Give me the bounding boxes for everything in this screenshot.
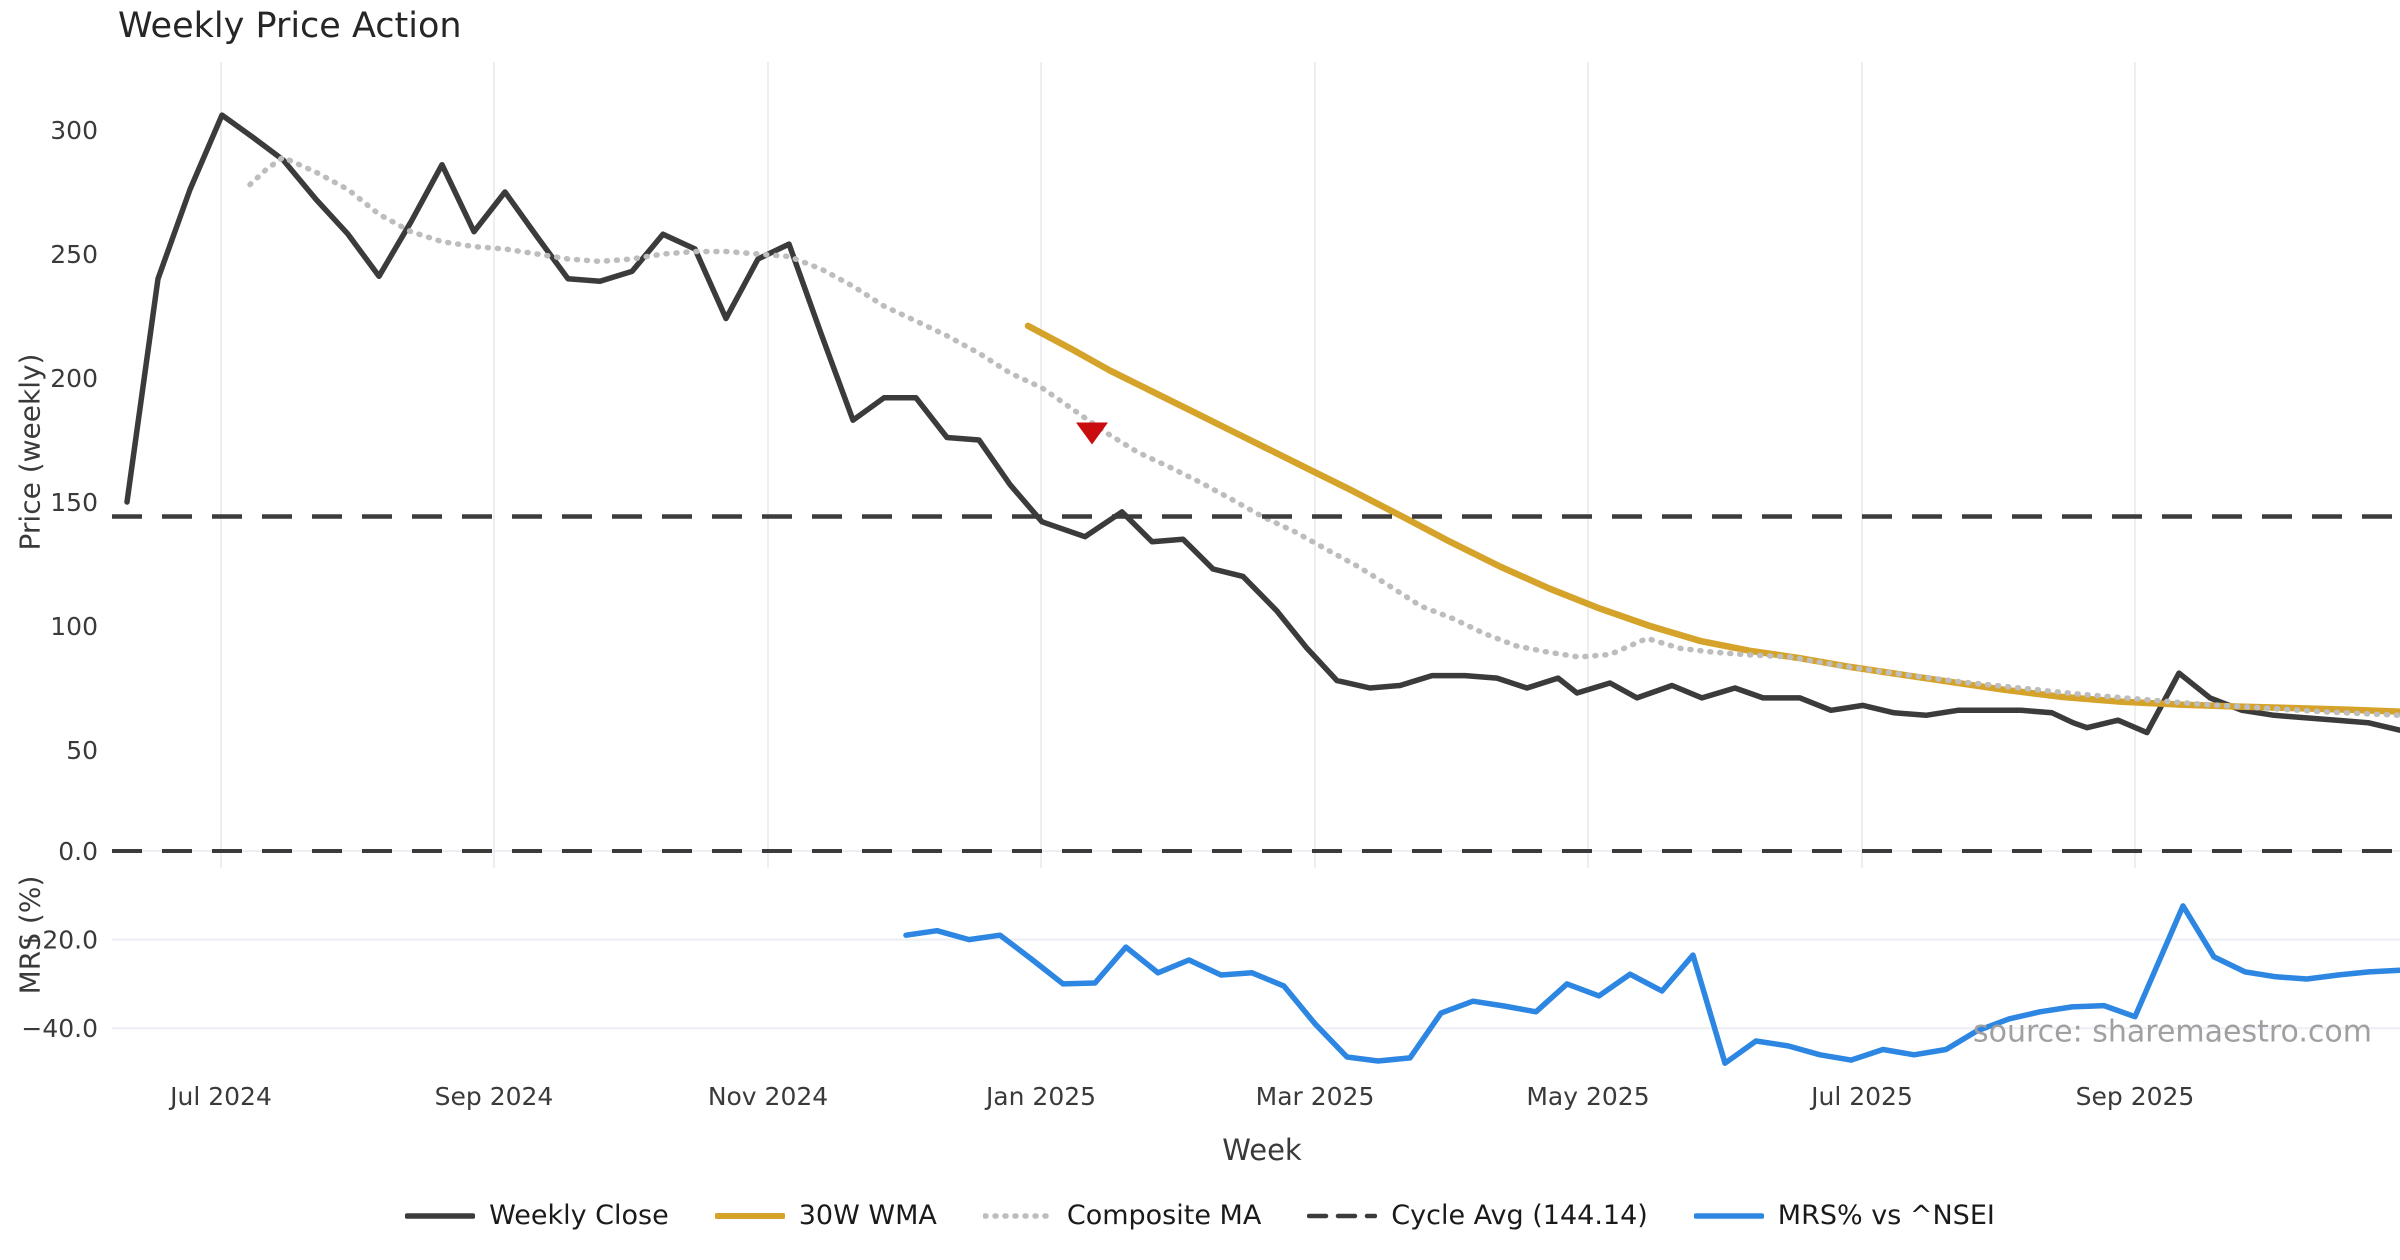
series-30w-wma	[1024, 322, 2400, 715]
legend-label: Weekly Close	[489, 1200, 669, 1231]
x-tick-label: Jul 2024	[168, 1082, 272, 1111]
mrs-axis-label: MRS (%)	[13, 875, 47, 995]
series-mrs-vs-nsei	[903, 903, 2400, 1066]
x-tick-label: Jul 2025	[1809, 1082, 1913, 1111]
legend-item-mrs-vs-nsei: MRS% vs ^NSEI	[1693, 1200, 1995, 1231]
legend-label: Composite MA	[1066, 1200, 1262, 1231]
x-tick-label: Nov 2024	[708, 1082, 828, 1111]
series-composite-ma	[247, 154, 2400, 719]
series-weekly-close	[124, 112, 2400, 736]
x-tick-label: Jan 2025	[984, 1082, 1096, 1111]
legend-label: MRS% vs ^NSEI	[1777, 1200, 1995, 1231]
x-tick-label: May 2025	[1526, 1082, 1649, 1111]
legend-item-cycle-avg-144-14: Cycle Avg (144.14)	[1307, 1200, 1648, 1231]
sell-signal-triangle-icon	[1076, 422, 1108, 445]
x-axis-label: Week	[1222, 1133, 1302, 1167]
chart-title: Weekly Price Action	[118, 6, 462, 46]
x-tick-label: Sep 2025	[2076, 1082, 2195, 1111]
legend-item-30w-wma: 30W WMA	[714, 1200, 937, 1231]
price-axis-label: Price (weekly)	[13, 353, 47, 551]
price-tick-label: 200	[50, 364, 98, 393]
price-tick-label: 250	[50, 240, 98, 269]
price-tick-label: 100	[50, 612, 98, 641]
legend-line-sample-icon	[1693, 1212, 1764, 1219]
legend-label: Cycle Avg (144.14)	[1391, 1200, 1648, 1231]
price-tick-label: 150	[50, 488, 98, 517]
mrs-tick-label: 0.0	[58, 837, 98, 866]
legend-line-sample-icon	[982, 1212, 1053, 1219]
x-tick-label: Sep 2024	[435, 1082, 554, 1111]
legend-line-sample-icon	[714, 1212, 785, 1219]
x-tick-label: Mar 2025	[1256, 1082, 1375, 1111]
price-tick-label: 50	[66, 736, 98, 765]
legend-item-composite-ma: Composite MA	[982, 1200, 1262, 1231]
legend-line-sample-icon	[1307, 1213, 1378, 1218]
mrs-tick-label: −20.0	[21, 926, 98, 955]
price-tick-label: 300	[50, 116, 98, 145]
legend-label: 30W WMA	[798, 1200, 937, 1231]
source-watermark: source: sharemaestro.com	[1973, 1014, 2372, 1050]
legend-line-sample-icon	[405, 1212, 476, 1219]
legend-item-weekly-close: Weekly Close	[405, 1200, 669, 1231]
chart-legend: Weekly Close 30W WMA Composite MA Cycle Avg…	[0, 1200, 2400, 1231]
mrs-tick-label: −40.0	[21, 1014, 98, 1043]
